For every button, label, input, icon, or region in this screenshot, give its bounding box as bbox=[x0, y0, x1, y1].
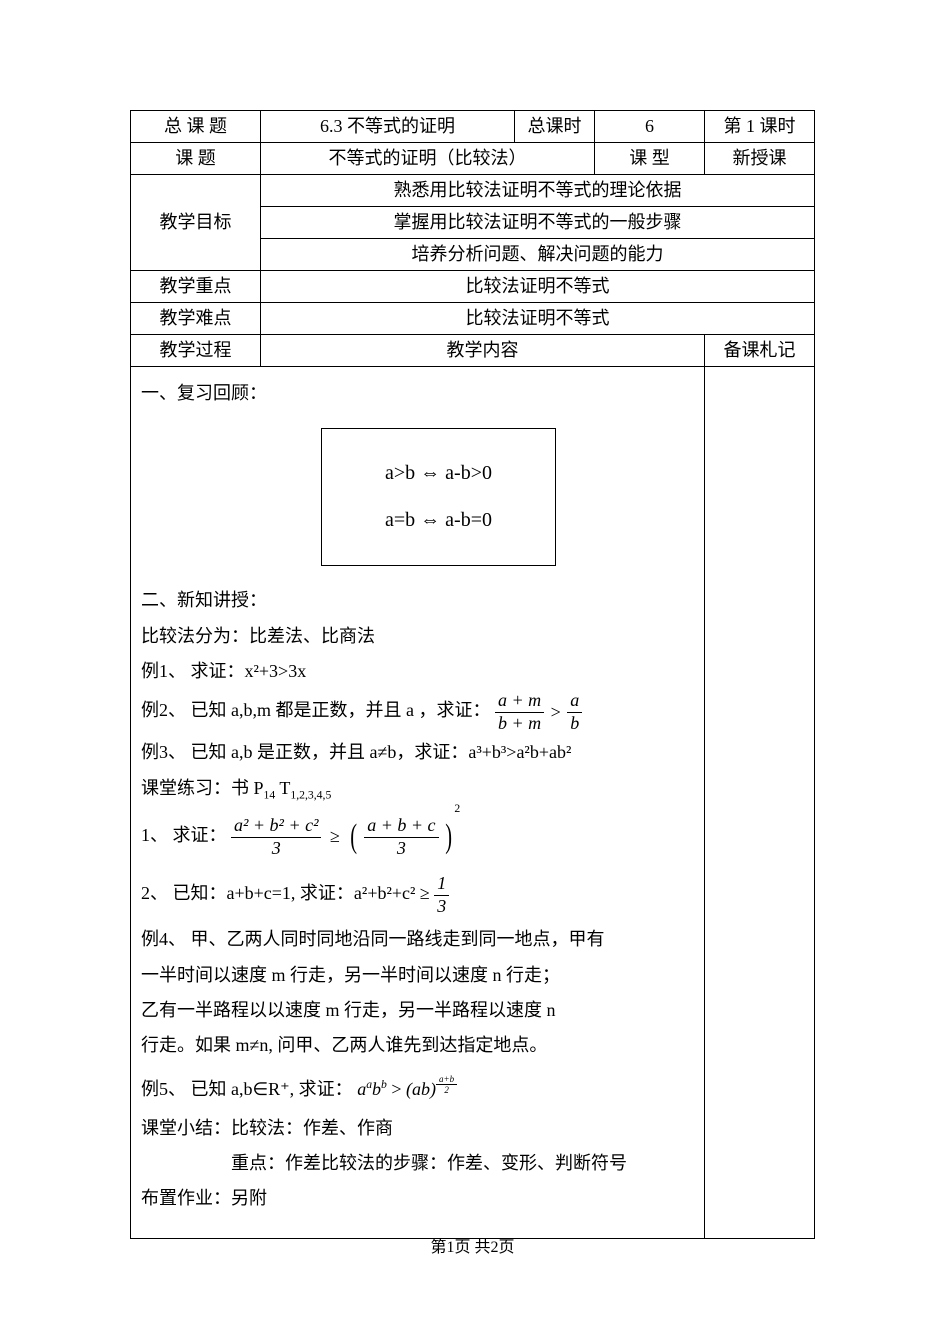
frac-den: 3 bbox=[434, 896, 449, 918]
frac-den: b + m bbox=[495, 713, 544, 735]
frac-num: a+b bbox=[436, 1074, 457, 1086]
box-line-2: a=b ⇔ a-b=0 bbox=[322, 502, 555, 539]
practice-2-pre: 已知：a+b+c=1, 求证：a²+b²+c² ≥ bbox=[173, 883, 430, 903]
cell-content-label: 教学内容 bbox=[261, 335, 705, 367]
example-4-line-1: 甲、乙两人同时同地沿同一路线走到同一地点，甲有 bbox=[191, 929, 605, 949]
section-2-subtitle: 比较法分为：比差法、比商法 bbox=[141, 620, 694, 653]
cell-process-label: 教学过程 bbox=[131, 335, 261, 367]
page-footer: 第1页 共2页 bbox=[0, 1233, 945, 1257]
example-4: 例4、 甲、乙两人同时同地沿同一路线走到同一地点，甲有 bbox=[141, 923, 694, 956]
cell-class-type-value: 新授课 bbox=[705, 143, 815, 175]
example-4-line-2: 一半时间以速度 m 行走，另一半时间以速度 n 行走； bbox=[141, 959, 694, 992]
table-row-content: 一、复习回顾： a>b ⇔ a-b>0 a=b ⇔ a-b=0 二、新知讲授： … bbox=[131, 367, 815, 1239]
cell-class-type-label: 课 型 bbox=[595, 143, 705, 175]
example-2-pre: 已知 a,b,m 都是正数，并且 a ，求证： bbox=[191, 700, 491, 720]
example-5-pre: 已知 a,b∈R⁺, 求证： bbox=[191, 1079, 353, 1099]
practice-line: 课堂练习：书 P14 T1,2,3,4,5 bbox=[141, 772, 694, 805]
example-1-label: 例1、 bbox=[141, 661, 186, 681]
cell-period-value: 第 1 课时 bbox=[705, 111, 815, 143]
practice-2: 2、 已知：a+b+c=1, 求证：a²+b²+c² ≥ 1 3 bbox=[141, 873, 694, 917]
geq-symbol: ≥ bbox=[330, 826, 340, 846]
right-paren-icon: ) bbox=[445, 820, 452, 854]
frac-den: b bbox=[567, 713, 582, 735]
ex5-a: a bbox=[357, 1079, 366, 1099]
cell-notes-label: 备课札记 bbox=[705, 335, 815, 367]
table-row: 课 题 不等式的证明（比较法） 课 型 新授课 bbox=[131, 143, 815, 175]
summary-line-2: 重点：作差比较法的步骤：作差、变形、判断符号 bbox=[231, 1147, 694, 1180]
homework-line: 布置作业：另附 bbox=[141, 1182, 694, 1215]
practice-2-label: 2、 bbox=[141, 883, 168, 903]
practice-tnums: 1,2,3,4,5 bbox=[290, 788, 331, 801]
summary-line-2-text: 重点：作差比较法的步骤：作差、变形、判断符号 bbox=[231, 1153, 627, 1173]
example-3-text: 已知 a,b 是正数，并且 a≠b，求证：a³+b³>a²b+ab² bbox=[191, 742, 572, 762]
example-2-frac-1: a + m b + m bbox=[495, 690, 544, 734]
cell-goals-label: 教学目标 bbox=[131, 175, 261, 271]
example-4-label: 例4、 bbox=[141, 929, 186, 949]
lesson-plan-table: 总 课 题 6.3 不等式的证明 总课时 6 第 1 课时 课 题 不等式的证明… bbox=[130, 110, 815, 1239]
ex5-rhs-base: (ab) bbox=[406, 1079, 436, 1099]
frac-num: a + m bbox=[495, 690, 544, 713]
example-1: 例1、 求证：x²+3>3x bbox=[141, 655, 694, 688]
frac-num: a² + b² + c² bbox=[231, 815, 321, 838]
ex5-rhs-exp: a+b2 bbox=[436, 1078, 457, 1091]
example-3: 例3、 已知 a,b 是正数，并且 a≠b，求证：a³+b³>a²b+ab² bbox=[141, 736, 694, 769]
example-4-line-3: 乙有一半路程以以速度 m 行走，另一半路程以速度 n bbox=[141, 994, 694, 1027]
gt-symbol: > bbox=[391, 1079, 406, 1099]
frac-den: 3 bbox=[231, 838, 321, 860]
practice-1-label: 1、 bbox=[141, 825, 168, 845]
cell-topic-label: 课 题 bbox=[131, 143, 261, 175]
cell-difficulty-value: 比较法证明不等式 bbox=[261, 303, 815, 335]
ex5-b-exp: b bbox=[381, 1078, 387, 1091]
table-row: 总 课 题 6.3 不等式的证明 总课时 6 第 1 课时 bbox=[131, 111, 815, 143]
gt-symbol: > bbox=[551, 702, 561, 722]
practice-1: 1、 求证： a² + b² + c² 3 ≥ ( a + b + c 3 )2 bbox=[141, 815, 694, 859]
cell-goal-3: 培养分析问题、解决问题的能力 bbox=[261, 239, 815, 271]
practice-2-frac: 1 3 bbox=[434, 873, 449, 917]
cell-keypoint-label: 教学重点 bbox=[131, 271, 261, 303]
practice-t: T bbox=[275, 778, 290, 798]
squared-exp: 2 bbox=[454, 802, 460, 815]
example-1-text: 求证：x²+3>3x bbox=[191, 661, 307, 681]
frac-num: 1 bbox=[434, 873, 449, 896]
cell-general-topic-label: 总 课 题 bbox=[131, 111, 261, 143]
table-row: 教学目标 熟悉用比较法证明不等式的理论依据 bbox=[131, 175, 815, 207]
frac-den: 2 bbox=[436, 1085, 457, 1096]
left-paren-icon: ( bbox=[351, 820, 358, 854]
example-4-line-4: 行走。如果 m≠n, 问甲、乙两人谁先到达指定地点。 bbox=[141, 1029, 694, 1062]
example-5-label: 例5、 bbox=[141, 1079, 186, 1099]
cell-general-topic-value: 6.3 不等式的证明 bbox=[261, 111, 515, 143]
example-2: 例2、 已知 a,b,m 都是正数，并且 a ，求证： a + m b + m … bbox=[141, 690, 694, 734]
section-1-title: 一、复习回顾： bbox=[141, 377, 694, 410]
practice-1-frac-1: a² + b² + c² 3 bbox=[231, 815, 321, 859]
cell-total-hours-value: 6 bbox=[595, 111, 705, 143]
table-row: 教学过程 教学内容 备课札记 bbox=[131, 335, 815, 367]
practice-1-frac-2: a + b + c 3 bbox=[364, 815, 438, 859]
frac-num: a + b + c bbox=[364, 815, 438, 838]
example-2-label: 例2、 bbox=[141, 700, 186, 720]
cell-difficulty-label: 教学难点 bbox=[131, 303, 261, 335]
cell-goal-2: 掌握用比较法证明不等式的一般步骤 bbox=[261, 207, 815, 239]
practice-label: 课堂练习：书 P bbox=[141, 778, 264, 798]
section-2-title: 二、新知讲授： bbox=[141, 584, 694, 617]
theory-box: a>b ⇔ a-b>0 a=b ⇔ a-b=0 bbox=[321, 428, 556, 566]
practice-1-pre: 求证： bbox=[173, 825, 227, 845]
frac-den: 3 bbox=[364, 838, 438, 860]
lesson-plan-page: 总 课 题 6.3 不等式的证明 总课时 6 第 1 课时 课 题 不等式的证明… bbox=[0, 0, 945, 1239]
practice-pnum: 14 bbox=[264, 788, 276, 801]
cell-teaching-content: 一、复习回顾： a>b ⇔ a-b>0 a=b ⇔ a-b=0 二、新知讲授： … bbox=[131, 367, 705, 1239]
cell-total-hours-label: 总课时 bbox=[515, 111, 595, 143]
cell-keypoint-value: 比较法证明不等式 bbox=[261, 271, 815, 303]
example-3-label: 例3、 bbox=[141, 742, 186, 762]
example-5: 例5、 已知 a,b∈R⁺, 求证： aabb > (ab)a+b2 bbox=[141, 1073, 694, 1106]
ex5-b: b bbox=[372, 1079, 381, 1099]
cell-notes-column bbox=[705, 367, 815, 1239]
box-line-1: a>b ⇔ a-b>0 bbox=[322, 455, 555, 492]
table-row: 教学重点 比较法证明不等式 bbox=[131, 271, 815, 303]
cell-goal-1: 熟悉用比较法证明不等式的理论依据 bbox=[261, 175, 815, 207]
example-2-frac-2: a b bbox=[567, 690, 582, 734]
summary-line-1: 课堂小结：比较法：作差、作商 bbox=[141, 1112, 694, 1145]
frac-num: a bbox=[567, 690, 582, 713]
cell-topic-value: 不等式的证明（比较法） bbox=[261, 143, 595, 175]
table-row: 教学难点 比较法证明不等式 bbox=[131, 303, 815, 335]
